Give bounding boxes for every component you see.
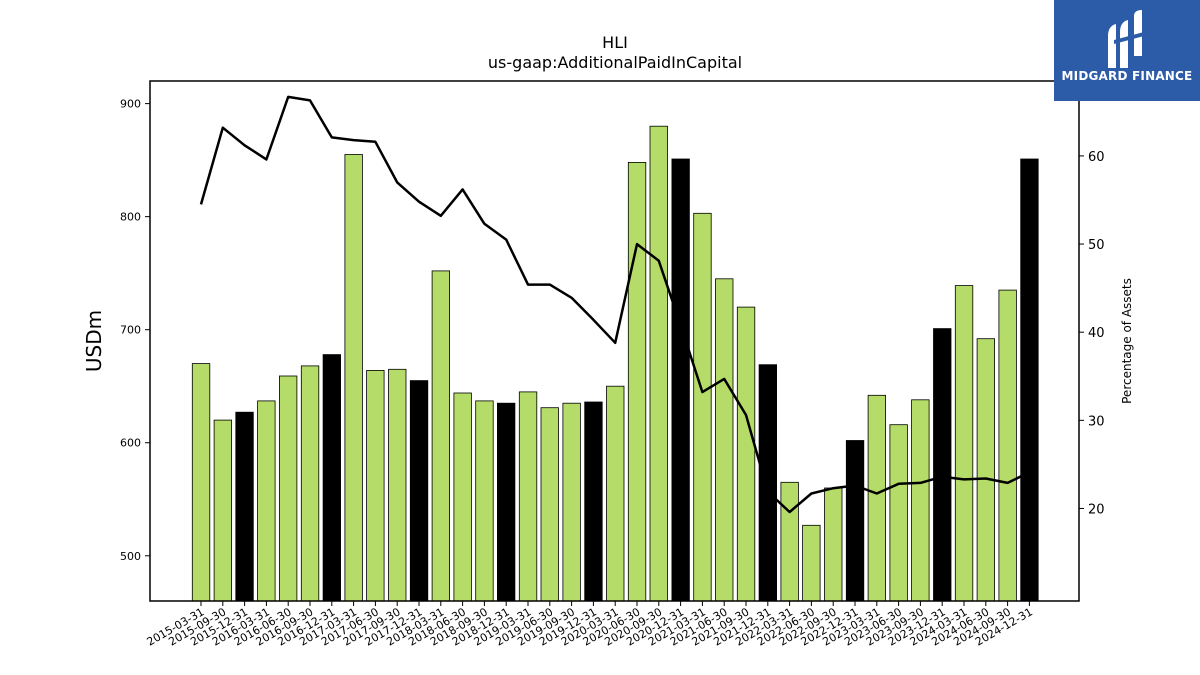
- bar-2022-12-31: [845, 440, 865, 602]
- bar-2024-03-31: [954, 285, 974, 602]
- plot-frame: [149, 80, 1080, 602]
- bar-2015-12-31: [235, 411, 254, 602]
- bar-2023-06-30: [889, 424, 908, 602]
- bar-2017-09-30: [388, 368, 407, 602]
- bar-2018-12-31: [496, 402, 516, 602]
- y-axis-left: 500 600 700 800 900: [120, 98, 150, 563]
- x-axis: 2015-03-312015-09-302015-12-312016-03-31…: [145, 601, 1035, 649]
- bar-2015-03-31: [191, 363, 211, 602]
- bar-2018-09-30: [475, 400, 494, 602]
- brand-logo: MIDGARD FINANCE: [1054, 0, 1200, 101]
- chart-subtitle: us-gaap:AdditionalPaidInCapital: [488, 53, 742, 72]
- bar-2022-09-30: [824, 487, 843, 602]
- y-tick-label: 600: [120, 437, 141, 450]
- bars-group: [191, 125, 1039, 602]
- midgard-logo-icon: [1108, 10, 1144, 68]
- bar-2019-06-30: [540, 407, 559, 602]
- line-percentage-of-assets: [199, 95, 1030, 514]
- y2-tick-label: 50: [1088, 238, 1105, 253]
- logo-text: MIDGARD FINANCE: [1061, 69, 1193, 83]
- y-axis-title: USDm: [82, 310, 106, 372]
- bar-2023-03-31: [867, 394, 886, 602]
- bar-2021-03-31: [693, 212, 712, 602]
- y-tick-label: 900: [120, 98, 141, 111]
- bar-2017-03-31: [344, 154, 363, 602]
- y-axis-right: 20 30 40 50 60: [1079, 150, 1105, 517]
- y2-tick-label: 20: [1088, 502, 1105, 517]
- bar-2018-06-30: [453, 392, 472, 602]
- y2-tick-label: 60: [1088, 150, 1105, 165]
- y-tick-label: 800: [120, 211, 141, 224]
- bar-2024-12-31: [1020, 158, 1039, 602]
- bar-2020-06-30: [627, 161, 647, 602]
- y-tick-label: 700: [120, 324, 141, 337]
- bar-2023-09-30: [911, 399, 930, 602]
- bar-2021-12-31: [758, 364, 777, 602]
- bar-2019-03-31: [518, 391, 538, 602]
- bar-2022-06-30: [802, 524, 821, 602]
- bar-2015-09-30: [213, 419, 233, 602]
- bar-2020-12-31: [671, 158, 690, 602]
- chart-title: HLI: [602, 33, 628, 52]
- y2-axis-title: Percentage of Assets: [1120, 278, 1134, 404]
- bar-2016-03-31: [257, 400, 276, 602]
- bar-2022-03-31: [780, 481, 799, 602]
- y-tick-label: 500: [120, 550, 141, 563]
- bar-2018-03-31: [431, 270, 451, 602]
- bar-2021-09-30: [736, 306, 756, 602]
- bar-2024-06-30: [976, 338, 995, 602]
- y2-tick-label: 30: [1088, 414, 1105, 429]
- y2-tick-label: 40: [1088, 326, 1105, 341]
- bar-2020-03-31: [606, 385, 625, 602]
- bar-2016-12-31: [322, 354, 342, 602]
- bar-2016-09-30: [300, 365, 320, 602]
- bar-2024-09-30: [998, 289, 1017, 602]
- line-group: [199, 95, 1030, 514]
- bar-2016-06-30: [278, 375, 298, 602]
- bar-2021-06-30: [715, 278, 734, 602]
- bar-2019-09-30: [562, 402, 581, 602]
- bar-2023-12-31: [933, 328, 952, 602]
- bar-2019-12-31: [584, 401, 603, 602]
- bar-2017-12-31: [409, 380, 429, 602]
- bar-2020-09-30: [649, 125, 668, 602]
- bar-2017-06-30: [366, 369, 385, 602]
